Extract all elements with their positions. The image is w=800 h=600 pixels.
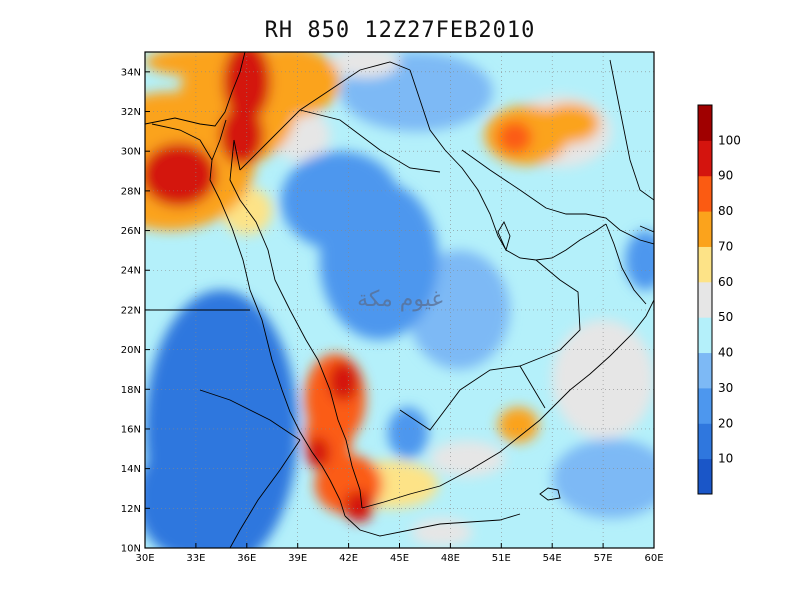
colorbar-tick-label: 10: [718, 452, 733, 466]
gulf-of-aqaba: [233, 139, 241, 171]
rh-field-contours: [145, 52, 654, 548]
south-arabia-coast: [361, 299, 654, 509]
colorbar-bin: [698, 211, 712, 247]
border-saudi-north: [239, 61, 411, 171]
lon-tick-label: 45E: [390, 553, 409, 564]
rh-contour-region: [343, 490, 375, 523]
rh-contour-region: [331, 52, 400, 78]
lon-tick-label: 60E: [644, 553, 663, 564]
lat-tick-label: 30N: [121, 147, 141, 158]
rh-contour-region: [552, 319, 654, 439]
colorbar-tick-label: 60: [718, 275, 733, 289]
colorbar-bin: [698, 423, 712, 460]
coastline-borders: [145, 52, 654, 548]
rh-contour-region: [319, 180, 439, 340]
border-afghan-iran: [609, 59, 654, 201]
border-egypt-sudan-east: [199, 389, 301, 441]
rh-contour-region: [145, 143, 217, 207]
lon-tick-label: 51E: [492, 553, 511, 564]
map-title: RH 850 12Z27FEB2010: [264, 18, 536, 43]
border-iraq-iran: [409, 69, 446, 151]
rh-contour-region: [552, 438, 654, 519]
mediterranean-coast: [145, 52, 246, 127]
lon-tick-label: 48E: [441, 553, 460, 564]
colorbar-bin: [698, 281, 712, 318]
lat-tick-label: 14N: [121, 464, 141, 475]
colorbar-tick-label: 40: [718, 346, 733, 360]
colorbar-tick-label: 50: [718, 310, 733, 324]
rh-contour-region: [430, 440, 505, 477]
colorbar-tick-label: 80: [718, 204, 733, 218]
rh-contour-region: [538, 103, 600, 144]
border-iraq-saudi: [299, 109, 441, 173]
border-sudan-ethiopia: [229, 439, 301, 548]
red-sea-east-coast: [229, 139, 363, 509]
lon-tick-label: 33E: [186, 553, 205, 564]
colorbar-bin: [698, 140, 712, 177]
lat-tick-label: 24N: [121, 266, 141, 277]
socotra-island: [539, 487, 561, 501]
border-iran-pakistan: [639, 225, 654, 233]
border-saudi-oman: [519, 259, 581, 367]
gulf-of-suez: [211, 119, 227, 161]
colorbar-bin: [698, 387, 712, 424]
lat-tick-label: 20N: [121, 345, 141, 356]
colorbar-bin: [698, 105, 712, 141]
colorbar-tick-label: 30: [718, 381, 733, 395]
colorbar-bin: [698, 317, 712, 354]
oman-coast: [605, 223, 647, 305]
colorbar-bin: [698, 175, 712, 212]
lon-tick-label: 42E: [339, 553, 358, 564]
qatar-peninsula: [497, 221, 511, 252]
watermark-text: غيوم مكة: [357, 287, 443, 312]
colorbar: 10 20 30 40 50 60 70 80 90 100: [697, 104, 741, 495]
lat-tick-label: 18N: [121, 385, 141, 396]
rh-contour-region: [328, 361, 359, 402]
lat-tick-label: 34N: [121, 67, 141, 78]
lat-tick-label: 28N: [121, 186, 141, 197]
lon-tick-label: 36E: [237, 553, 256, 564]
lon-tick-label: 39E: [288, 553, 307, 564]
rh-contour-region: [497, 121, 532, 154]
lat-tick-label: 16N: [121, 424, 141, 435]
iran-coast: [461, 149, 654, 245]
rh-contour-region: [497, 407, 539, 443]
colorbar-bin: [698, 246, 712, 283]
border-saudi-yemen: [399, 365, 546, 431]
lon-tick-label: 30E: [135, 553, 154, 564]
rh-contour-region: [387, 407, 429, 459]
axis-ticks: 30E 33E 36E 39E 42E 45E 48E 51E 54E 57E 60E 10N 12N 1…: [121, 67, 664, 564]
lat-tick-label: 22N: [121, 305, 141, 316]
graticule-grid: [145, 52, 654, 548]
lat-tick-label: 26N: [121, 226, 141, 237]
lat-tick-label: 32N: [121, 107, 141, 118]
rh-contour-region: [223, 52, 271, 122]
rh-contour-region: [501, 200, 604, 300]
lat-tick-label: 12N: [121, 504, 141, 515]
colorbar-tick-label: 90: [718, 169, 733, 183]
colorbar-tick-label: 70: [718, 239, 733, 253]
rh-contour-region: [411, 518, 473, 547]
lon-tick-label: 54E: [543, 553, 562, 564]
lon-tick-label: 57E: [594, 553, 613, 564]
persian-gulf-coast: [444, 149, 607, 261]
colorbar-tick-label: 20: [718, 416, 733, 430]
rh-contour-region: [306, 436, 330, 469]
rh-contour-region: [625, 230, 654, 291]
rh-contour-region: [145, 438, 239, 548]
colorbar-bin: [698, 458, 712, 495]
colorbar-frame: [697, 104, 713, 495]
lat-tick-label: 10N: [121, 544, 141, 555]
colorbar-bin: [698, 352, 712, 389]
horn-of-africa-coast: [344, 513, 521, 537]
rh-contour-region: [219, 105, 264, 166]
colorbar-tick-label: 100: [718, 133, 741, 147]
